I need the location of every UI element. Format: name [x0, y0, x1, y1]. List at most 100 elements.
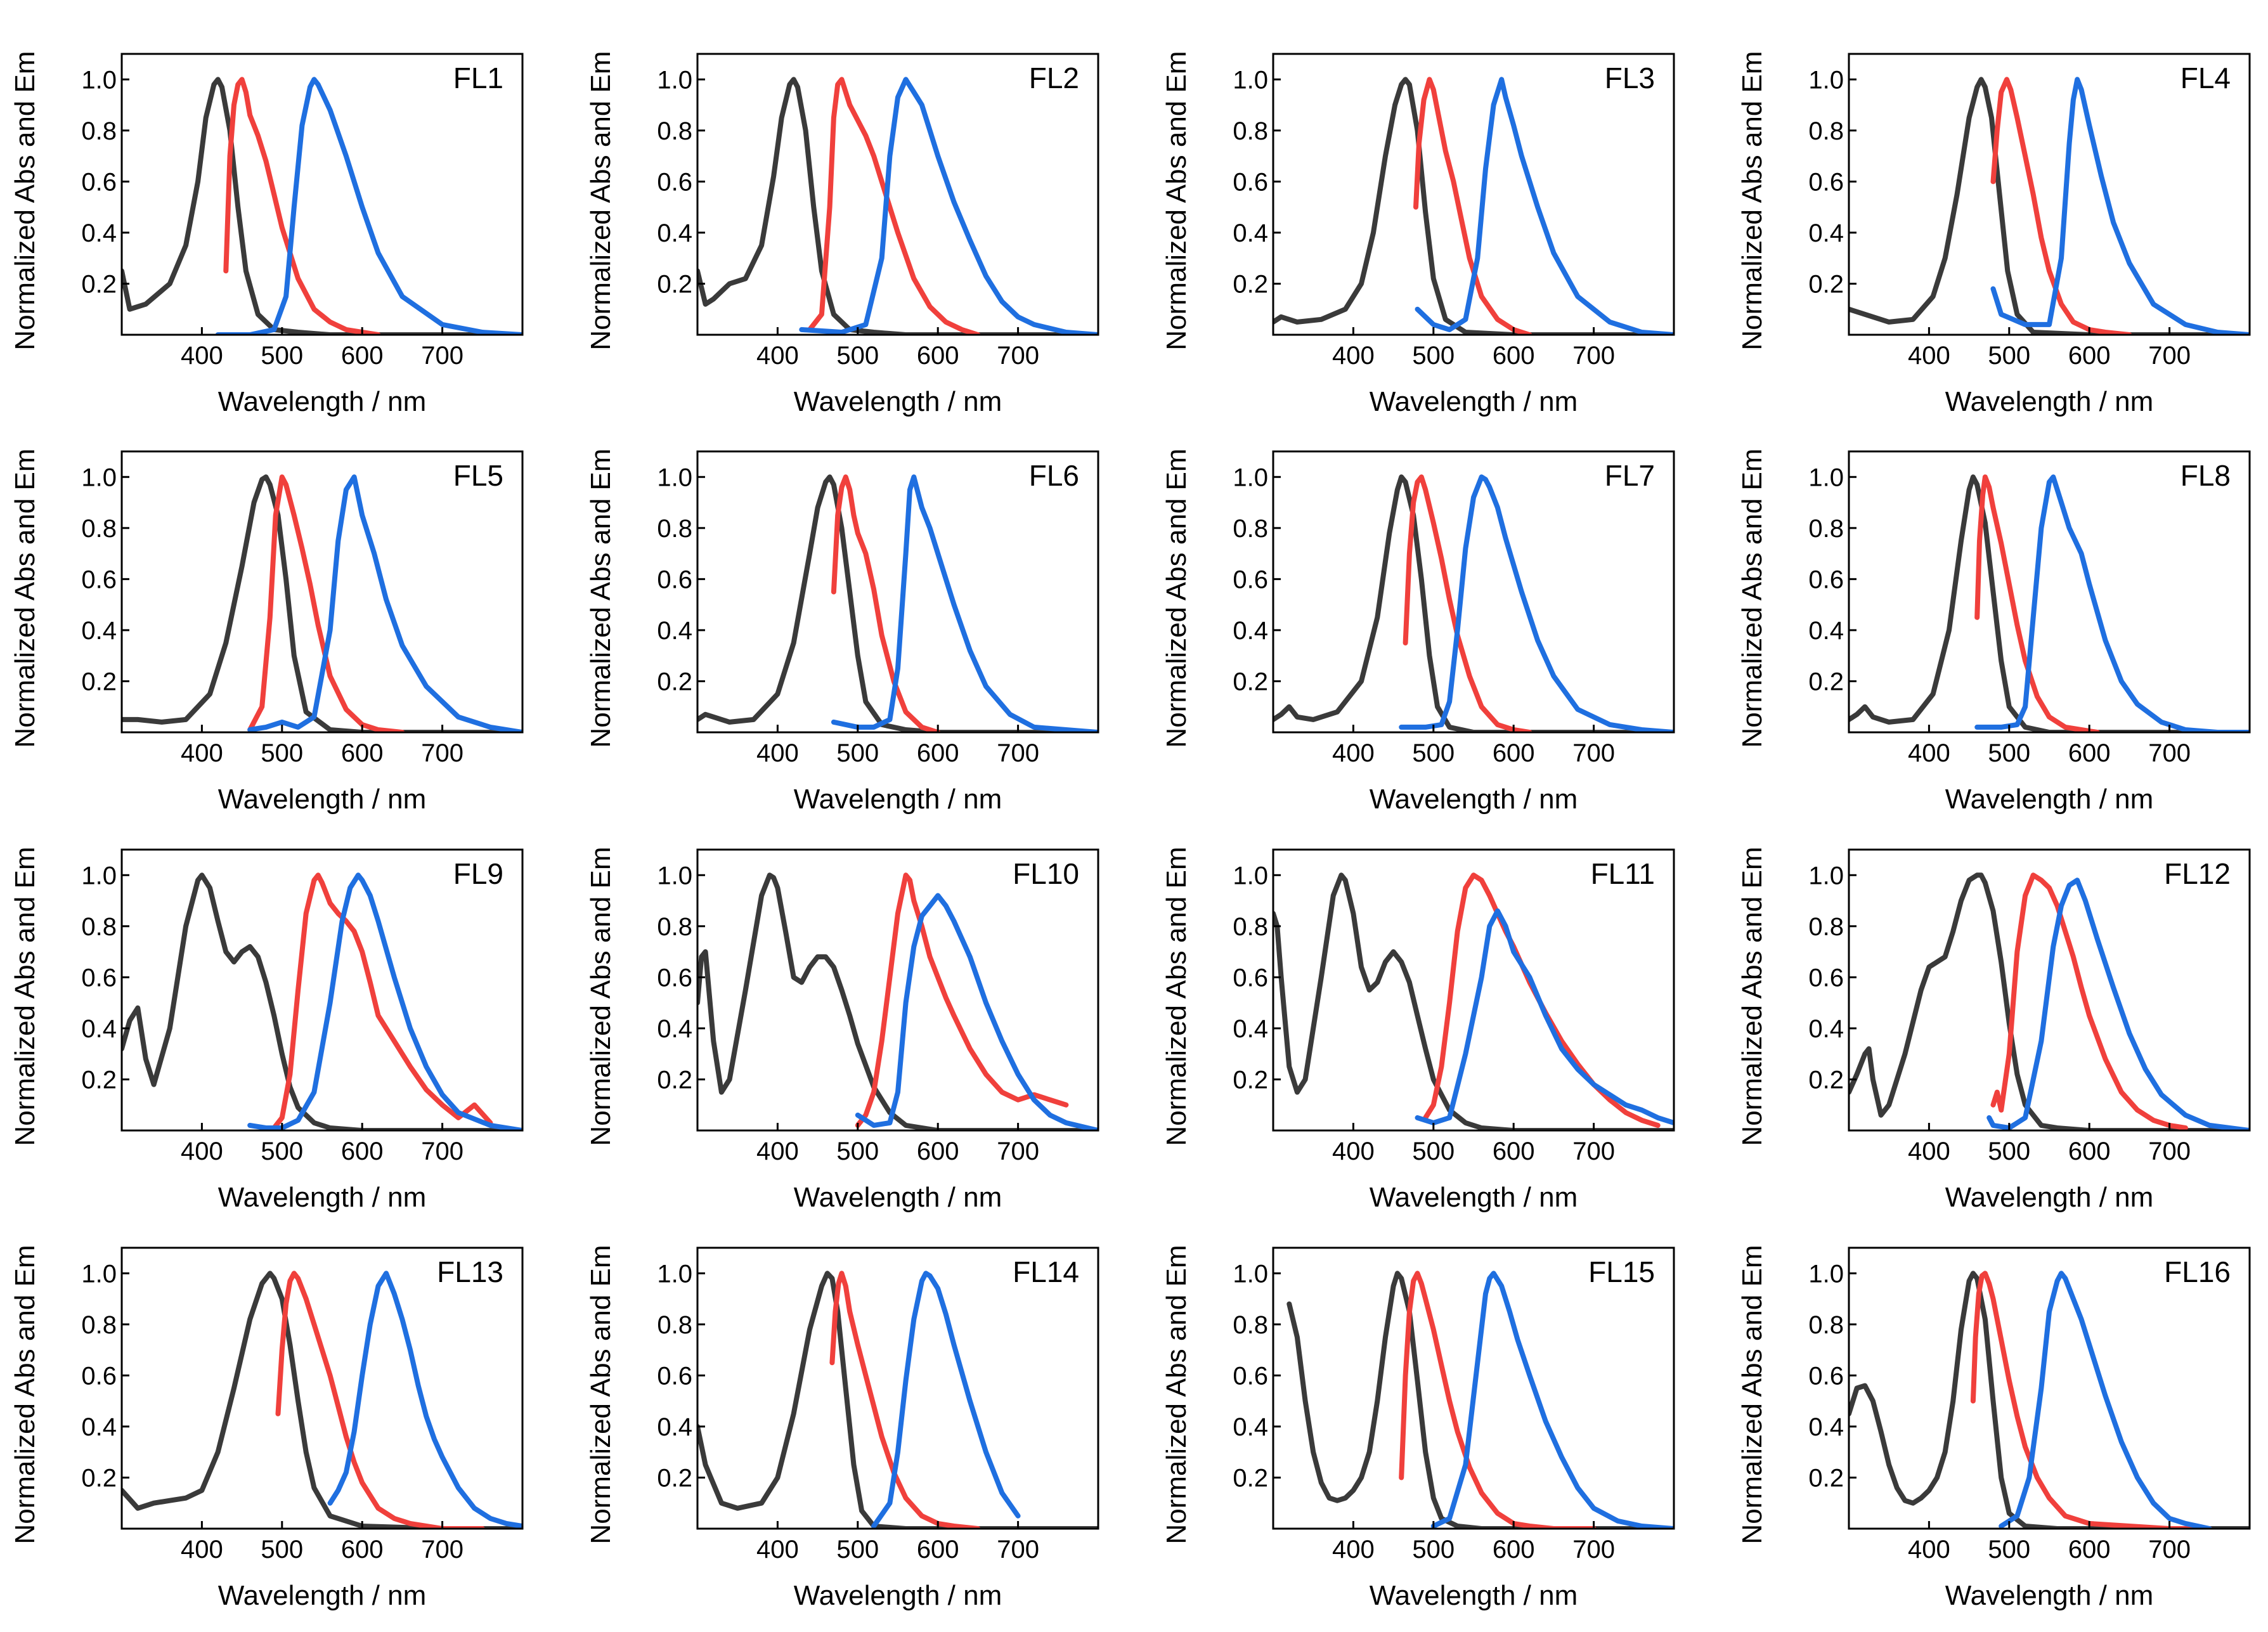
- panel-title: FL12: [2164, 857, 2231, 890]
- x-tick-label: 600: [1493, 1137, 1535, 1165]
- y-tick-label: 0.2: [1808, 270, 1844, 298]
- y-tick-label: 0.2: [657, 270, 692, 298]
- y-tick-label: 1.0: [657, 66, 692, 94]
- series-group: [1273, 77, 1674, 335]
- plot-frame: [696, 848, 1099, 1132]
- x-axis-label: Wavelength / nm: [1370, 386, 1578, 417]
- x-tick-label: 500: [1988, 1536, 2030, 1564]
- series-line-em2: [215, 77, 522, 335]
- x-tick-label: 400: [1332, 342, 1375, 370]
- x-tick-label: 400: [756, 739, 799, 767]
- plot-frame: [1272, 53, 1675, 336]
- y-tick-label: 0.6: [1808, 168, 1844, 196]
- x-tick-label: 400: [1908, 1536, 1950, 1564]
- series-line-abs: [122, 872, 522, 1130]
- y-tick-label: 0.4: [1233, 1015, 1268, 1043]
- series-group: [697, 474, 1098, 732]
- x-tick-label: 700: [997, 739, 1039, 767]
- x-axis-label: Wavelength / nm: [794, 1182, 1002, 1213]
- series-group: [697, 872, 1098, 1130]
- x-tick-label: 600: [341, 1536, 384, 1564]
- panel-title: FL16: [2164, 1255, 2231, 1288]
- series-line-em1: [275, 1271, 485, 1529]
- series-group: [1849, 474, 2250, 732]
- plot-frame: [120, 1247, 524, 1530]
- y-axis-label: Normalized Abs and Em: [1737, 847, 1768, 1146]
- y-tick-label: 0.2: [657, 668, 692, 696]
- y-tick-label: 0.8: [1808, 913, 1844, 941]
- y-tick-label: 0.4: [81, 219, 117, 247]
- series-group: [1286, 1271, 1674, 1529]
- y-axis-label: Normalized Abs and Em: [1161, 1245, 1192, 1545]
- series-line-abs: [697, 474, 1098, 732]
- y-tick-label: 0.6: [1808, 566, 1844, 593]
- series-line-abs: [697, 1271, 1098, 1529]
- y-tick-label: 0.6: [1808, 1362, 1844, 1390]
- x-tick-label: 400: [1332, 1137, 1375, 1165]
- x-tick-label: 600: [2068, 739, 2111, 767]
- chart-panel: 400 500 600 700 0.2 0.4 0.6 0.8 1.0 FL7 Wavelength…: [1161, 449, 1675, 815]
- y-tick-label: 0.6: [81, 566, 117, 593]
- plot-frame: [1272, 1247, 1675, 1530]
- series-line-abs: [1286, 1271, 1674, 1529]
- y-tick-label: 0.8: [657, 117, 692, 145]
- y-tick-label: 1.0: [1808, 862, 1844, 890]
- y-tick-label: 0.8: [1808, 1311, 1844, 1339]
- y-tick-label: 0.2: [657, 1066, 692, 1094]
- y-tick-label: 1.0: [1233, 66, 1268, 94]
- series-line-em1: [829, 1271, 981, 1529]
- plot-frame: [696, 1247, 1099, 1530]
- y-tick-label: 0.8: [81, 117, 117, 145]
- y-tick-label: 0.6: [1233, 566, 1268, 593]
- y-axis-label: Normalized Abs and Em: [585, 847, 616, 1146]
- y-tick-label: 0.4: [657, 1015, 692, 1043]
- series-line-em1: [271, 872, 493, 1130]
- y-axis-label: Normalized Abs and Em: [585, 51, 616, 351]
- series-line-abs: [122, 474, 522, 732]
- y-tick-label: 0.2: [657, 1464, 692, 1492]
- y-tick-label: 0.2: [1808, 668, 1844, 696]
- x-tick-label: 600: [2068, 1137, 2111, 1165]
- x-tick-label: 600: [341, 342, 384, 370]
- x-tick-label: 700: [997, 1536, 1039, 1564]
- plot-frame: [1848, 848, 2251, 1132]
- y-tick-label: 0.2: [81, 1066, 117, 1094]
- series-group: [122, 1271, 522, 1529]
- y-tick-label: 0.6: [81, 964, 117, 992]
- x-tick-label: 600: [1493, 342, 1535, 370]
- y-tick-label: 0.6: [1233, 168, 1268, 196]
- series-line-abs: [1849, 872, 2250, 1130]
- series-line-abs: [1273, 872, 1674, 1130]
- series-line-em2: [831, 474, 1098, 732]
- panel-title: FL11: [1591, 857, 1655, 890]
- y-axis-label: Normalized Abs and Em: [585, 1245, 616, 1545]
- y-tick-label: 0.6: [657, 168, 692, 196]
- x-tick-label: 600: [917, 1536, 959, 1564]
- series-group: [122, 77, 522, 335]
- x-axis-label: Wavelength / nm: [794, 386, 1002, 417]
- x-tick-label: 500: [1412, 1137, 1455, 1165]
- x-tick-label: 600: [2068, 342, 2111, 370]
- plot-frame: [1272, 848, 1675, 1132]
- y-tick-label: 0.8: [1233, 913, 1268, 941]
- x-tick-label: 700: [421, 1536, 463, 1564]
- series-line-abs: [1273, 474, 1674, 732]
- x-tick-label: 400: [1332, 739, 1375, 767]
- x-tick-label: 700: [997, 1137, 1039, 1165]
- series-line-em2: [1990, 77, 2250, 335]
- series-line-em2: [1399, 474, 1674, 732]
- series-line-abs: [122, 77, 522, 335]
- x-tick-label: 500: [1988, 1137, 2030, 1165]
- x-tick-label: 700: [1572, 1536, 1615, 1564]
- x-tick-label: 500: [261, 342, 303, 370]
- x-axis-label: Wavelength / nm: [794, 784, 1002, 815]
- series-line-em2: [327, 1271, 522, 1529]
- x-tick-label: 500: [1412, 342, 1455, 370]
- plot-frame: [120, 450, 524, 734]
- panel-title: FL13: [437, 1255, 503, 1288]
- x-tick-label: 600: [917, 342, 959, 370]
- y-tick-label: 0.8: [657, 515, 692, 543]
- series-line-abs: [1849, 474, 2250, 732]
- series-group: [1849, 77, 2250, 335]
